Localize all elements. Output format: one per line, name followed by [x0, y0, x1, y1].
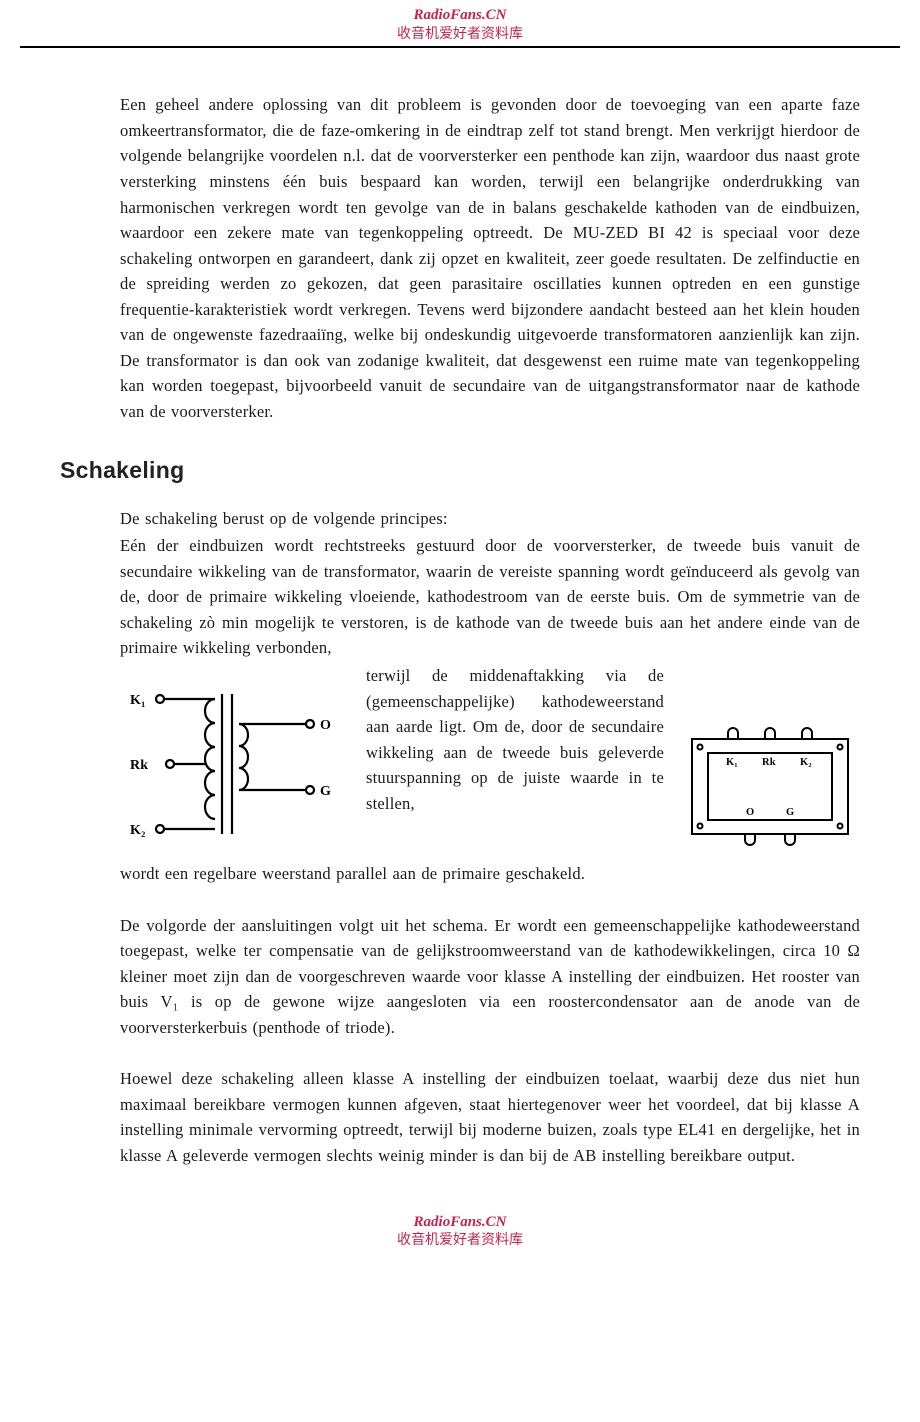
watermark-footer-line1: RadioFans.CN	[0, 1213, 920, 1232]
layout-label-g: G	[786, 807, 794, 818]
paragraph-4-tail: wordt een regelbare weerstand parallel a…	[120, 864, 585, 883]
watermark-footer: RadioFans.CN 收音机爱好者资料库	[0, 1205, 920, 1255]
watermark-footer-line2: 收音机爱好者资料库	[0, 1231, 920, 1249]
figure-layout: K₁ Rk K₂ O G	[680, 719, 860, 849]
layout-label-o: O	[746, 807, 754, 818]
label-k1: K₁	[130, 693, 146, 708]
figure-schematic: K₁ Rk K₂ O G	[120, 669, 350, 859]
document-page: RadioFans.CN 收音机爱好者资料库 Een geheel andere…	[0, 0, 920, 1255]
page-content: Een geheel andere oplossing van dit prob…	[0, 48, 920, 1204]
paragraph-2: De schakeling berust op de volgende prin…	[120, 506, 860, 532]
paragraph-5: De volgorde der aansluitingen volgt uit …	[120, 913, 860, 1041]
label-rk: Rk	[130, 758, 148, 773]
label-k2: K₂	[130, 823, 146, 838]
watermark-line2: 收音机爱好者资料库	[0, 25, 920, 43]
layout-label-rk: Rk	[762, 757, 776, 768]
schematic-icon: K₁ Rk K₂ O G	[120, 669, 350, 859]
layout-icon: K₁ Rk K₂ O G	[680, 719, 860, 849]
label-o: O	[320, 718, 331, 733]
watermark-header: RadioFans.CN 收音机爱好者资料库	[0, 0, 920, 42]
figure-text-wrap: K₁ Rk K₂ O G	[120, 663, 860, 887]
layout-label-k1: K₁	[726, 757, 738, 768]
label-g: G	[320, 784, 331, 799]
paragraph-1: Een geheel andere oplossing van dit prob…	[120, 92, 860, 424]
layout-label-k2: K₂	[800, 757, 812, 768]
paragraph-4-inline: terwijl de middenaftakking via de (gemee…	[366, 666, 664, 813]
section-heading: Schakeling	[60, 457, 860, 484]
paragraph-6: Hoewel deze schakeling alleen klasse A i…	[120, 1066, 860, 1168]
watermark-line1: RadioFans.CN	[0, 6, 920, 25]
paragraph-3: Eén der eindbuizen wordt rechtstreeks ge…	[120, 533, 860, 661]
